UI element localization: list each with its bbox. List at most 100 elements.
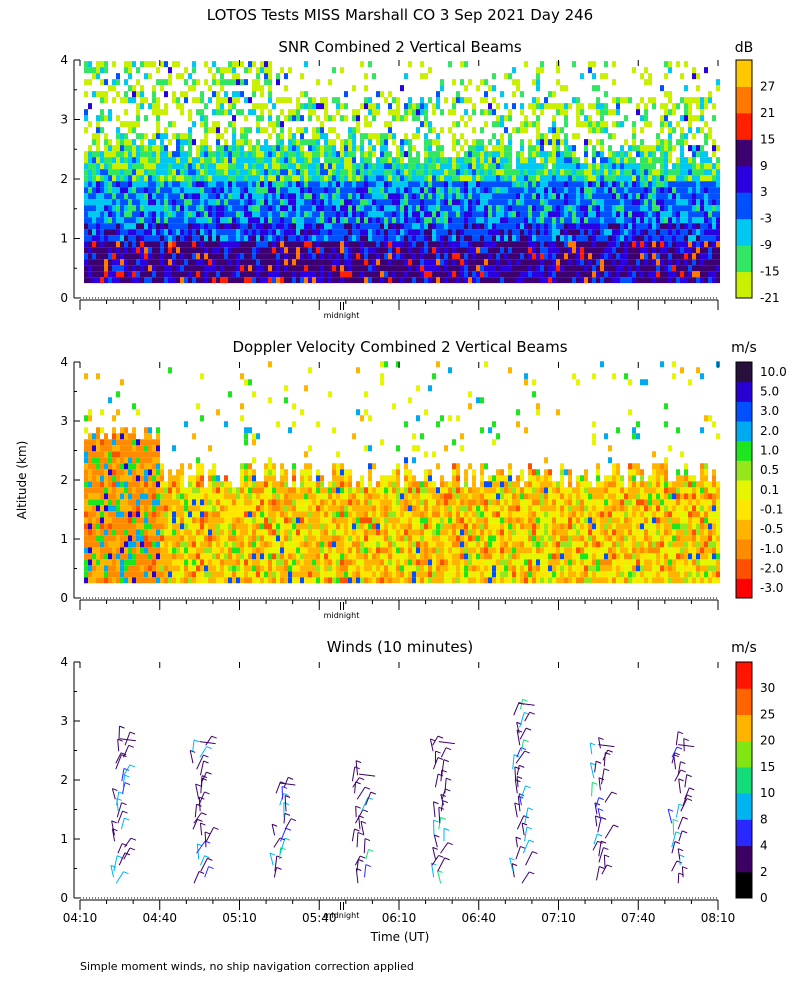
snr-cell (156, 163, 160, 170)
snr-cell (536, 247, 540, 254)
snr-cell (84, 163, 88, 170)
snr-cell (440, 265, 444, 272)
snr-cell (252, 175, 256, 182)
snr-cell (492, 235, 496, 242)
snr-cell (668, 181, 672, 188)
snr-cell (284, 277, 288, 284)
snr-cell (116, 157, 120, 164)
snr-cell (692, 205, 696, 212)
snr-cell (500, 133, 504, 140)
snr-cell (344, 277, 348, 284)
snr-cell (256, 181, 260, 188)
snr-cell (448, 181, 452, 188)
snr-cell (488, 271, 492, 278)
snr-cell (508, 223, 512, 230)
snr-cell (492, 175, 496, 182)
snr-cell (704, 205, 708, 212)
snr-cell (492, 253, 496, 260)
snr-cell (712, 199, 716, 206)
snr-cell (516, 277, 520, 284)
snr-cell (660, 175, 664, 182)
snr-cell (304, 187, 308, 194)
snr-cell (384, 145, 388, 152)
snr-cell (92, 229, 96, 236)
snr-cell (604, 61, 608, 68)
doppler-cell (96, 475, 100, 482)
snr-cell (308, 235, 312, 242)
doppler-cell (96, 535, 100, 542)
snr-cell (316, 133, 320, 140)
doppler-cell (144, 445, 148, 452)
snr-cell (580, 223, 584, 230)
snr-cell (212, 241, 216, 248)
snr-cell (92, 163, 96, 170)
snr-cell (344, 247, 348, 254)
snr-cell (476, 163, 480, 170)
snr-cell (320, 217, 324, 224)
snr-cell (568, 163, 572, 170)
snr-cell (572, 145, 576, 152)
snr-cell (160, 253, 164, 260)
snr-cell (504, 199, 508, 206)
snr-cell (392, 253, 396, 260)
snr-cell (472, 163, 476, 170)
snr-cell (620, 145, 624, 152)
snr-cell (480, 151, 484, 158)
snr-cell (504, 265, 508, 272)
snr-cell (592, 199, 596, 206)
snr-cell (628, 181, 632, 188)
snr-cell (316, 205, 320, 212)
snr-cell (192, 187, 196, 194)
snr-cell (144, 205, 148, 212)
snr-cell (120, 223, 124, 230)
snr-cell (500, 217, 504, 224)
snr-cell (688, 205, 692, 212)
snr-cell (608, 181, 612, 188)
snr-cell (448, 223, 452, 230)
snr-cell (432, 253, 436, 260)
snr-cell (268, 79, 272, 86)
doppler-cell (96, 469, 100, 476)
snr-cell (672, 265, 676, 272)
snr-cell (172, 277, 176, 284)
snr-cell (612, 187, 616, 194)
snr-cell (540, 175, 544, 182)
snr-cell (332, 187, 336, 194)
snr-cell (352, 145, 356, 152)
snr-cell (520, 181, 524, 188)
snr-cell (144, 133, 148, 140)
snr-cell (452, 211, 456, 218)
doppler-cell (116, 565, 120, 572)
snr-cell (688, 199, 692, 206)
snr-colorbar-label: -15 (760, 265, 780, 279)
snr-cell (396, 199, 400, 206)
snr-cell (152, 97, 156, 104)
doppler-cell (108, 511, 112, 518)
snr-cell (564, 85, 568, 92)
snr-cell (196, 217, 200, 224)
snr-cell (472, 211, 476, 218)
snr-cell (292, 241, 296, 248)
snr-cell (216, 187, 220, 194)
snr-cell (628, 157, 632, 164)
snr-cell (136, 241, 140, 248)
snr-cell (532, 175, 536, 182)
doppler-cell (92, 475, 96, 482)
snr-cell (236, 157, 240, 164)
snr-cell (536, 205, 540, 212)
snr-cell (336, 175, 340, 182)
snr-cell (620, 169, 624, 176)
snr-cell (248, 211, 252, 218)
snr-cell (248, 247, 252, 254)
snr-cell (456, 139, 460, 146)
doppler-cell (128, 481, 132, 488)
snr-cell (580, 271, 584, 278)
doppler-cell (112, 433, 116, 440)
snr-cell (460, 169, 464, 176)
snr-cell (92, 199, 96, 206)
snr-cell (524, 181, 528, 188)
snr-cell (648, 187, 652, 194)
snr-cell (352, 151, 356, 158)
doppler-cell (140, 535, 144, 542)
